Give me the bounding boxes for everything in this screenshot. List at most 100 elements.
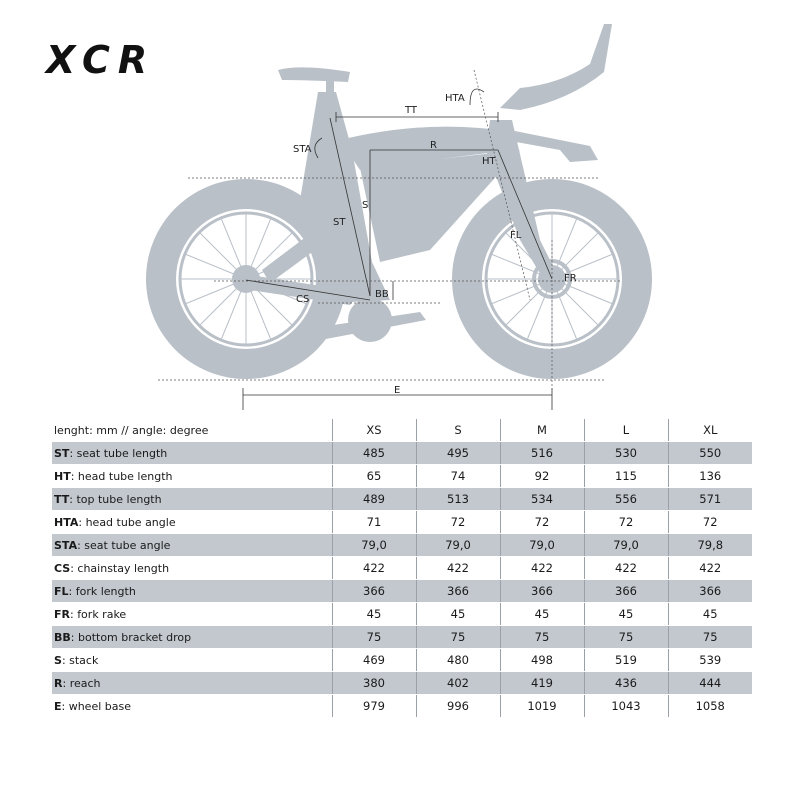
measurement-value: 75 [667,625,752,649]
measurement-code: HT [54,469,71,483]
label-bb: BB [375,289,389,300]
measurement-value: 45 [415,602,500,626]
measurement-name: HTA: head tube angle [52,510,332,534]
measurement-value: 422 [499,556,584,580]
measurement-value: 556 [583,487,668,511]
measurement-label: head tube length [77,469,173,483]
measurement-value: 444 [667,671,752,695]
measurement-code: BB [54,630,71,644]
measurement-value: 79,8 [667,533,752,557]
measurement-name: TT: top tube length [52,487,332,511]
measurement-value: 72 [667,510,752,534]
measurement-value: 1058 [667,694,752,718]
measurement-value: 419 [499,671,584,695]
measurement-value: 513 [415,487,500,511]
measurement-name: R: reach [52,671,332,695]
measurement-value: 92 [499,464,584,488]
measurement-value: 469 [331,648,416,672]
measurement-label: bottom bracket drop [77,630,192,644]
table-row: FR: fork rake 45 45 45 45 45 [52,602,752,626]
measurement-label: fork length [75,584,136,598]
size-header: L [583,419,668,442]
measurement-value: 115 [583,464,668,488]
measurement-value: 366 [499,579,584,603]
measurement-name: HT: head tube length [52,464,332,488]
measurement-value: 1019 [499,694,584,718]
label-cs: CS [296,294,309,305]
measurement-name: CS: chainstay length [52,556,332,580]
label-sta: STA [293,144,312,155]
measurement-value: 72 [499,510,584,534]
measurement-name: FR: fork rake [52,602,332,626]
measurement-code: FL [54,584,69,598]
measurement-value: 366 [415,579,500,603]
measurement-value: 75 [499,625,584,649]
measurement-code: HTA [54,515,79,529]
measurement-value: 45 [667,602,752,626]
measurement-name: S: stack [52,648,332,672]
measurement-value: 380 [331,671,416,695]
measurement-label: seat tube angle [84,538,171,552]
geometry-table: lenght: mm // angle: degree XS S M L XL … [52,419,752,718]
measurement-value: 550 [667,441,752,465]
measurement-value: 75 [583,625,668,649]
measurement-code: S [54,653,62,667]
bike-frame [250,24,612,342]
table-row: CS: chainstay length 422 422 422 422 422 [52,556,752,580]
table-row: FL: fork length 366 366 366 366 366 [52,579,752,603]
label-hta: HTA [445,93,465,104]
measurement-code: E [54,699,62,713]
measurement-value: 996 [415,694,500,718]
measurement-value: 1043 [583,694,668,718]
label-s: S [362,200,368,211]
label-st: ST [333,217,346,228]
measurement-value: 534 [499,487,584,511]
measurement-value: 519 [583,648,668,672]
measurement-name: FL: fork length [52,579,332,603]
label-ht: HT [482,156,497,167]
size-header: XS [331,419,416,442]
measurement-name: ST: seat tube length [52,441,332,465]
measurement-value: 498 [499,648,584,672]
measurement-code: R [54,676,63,690]
measurement-value: 65 [331,464,416,488]
measurement-code: CS [54,561,71,575]
measurement-value: 489 [331,487,416,511]
dimension-lines [158,69,620,410]
label-tt: TT [404,105,418,116]
measurement-name: E: wheel base [52,694,332,718]
measurement-value: 74 [415,464,500,488]
measurement-label: wheel base [68,699,131,713]
measurement-value: 79,0 [331,533,416,557]
measurement-code: TT [54,492,70,506]
measurement-value: 45 [499,602,584,626]
measurement-label: top tube length [76,492,162,506]
measurement-value: 79,0 [415,533,500,557]
measurement-value: 495 [415,441,500,465]
table-row: ST: seat tube length 485 495 516 530 550 [52,441,752,465]
measurement-label: reach [69,676,101,690]
measurement-value: 45 [331,602,416,626]
measurement-value: 366 [667,579,752,603]
label-fr: FR [564,273,577,284]
measurement-value: 436 [583,671,668,695]
measurement-label: chainstay length [77,561,170,575]
measurement-value: 516 [499,441,584,465]
label-fl: FL [510,230,522,241]
table-row: HT: head tube length 65 74 92 115 136 [52,464,752,488]
measurement-name: BB: bottom bracket drop [52,625,332,649]
measurement-value: 422 [331,556,416,580]
size-header: M [499,419,584,442]
measurement-value: 72 [415,510,500,534]
label-e: E [394,385,400,396]
table-row: E: wheel base 979 996 1019 1043 1058 [52,694,752,718]
brand-logo: XCR [46,38,156,82]
measurement-value: 79,0 [499,533,584,557]
measurement-value: 45 [583,602,668,626]
bike-geometry-diagram: TT HTA STA R HT S ST FL FR BB CS E [146,24,652,410]
measurement-value: 422 [415,556,500,580]
measurement-value: 136 [667,464,752,488]
measurement-value: 75 [415,625,500,649]
table-row: STA: seat tube angle 79,0 79,0 79,0 79,0 79,8 [52,533,752,557]
table-header-row: lenght: mm // angle: degree XS S M L XL [52,419,752,442]
